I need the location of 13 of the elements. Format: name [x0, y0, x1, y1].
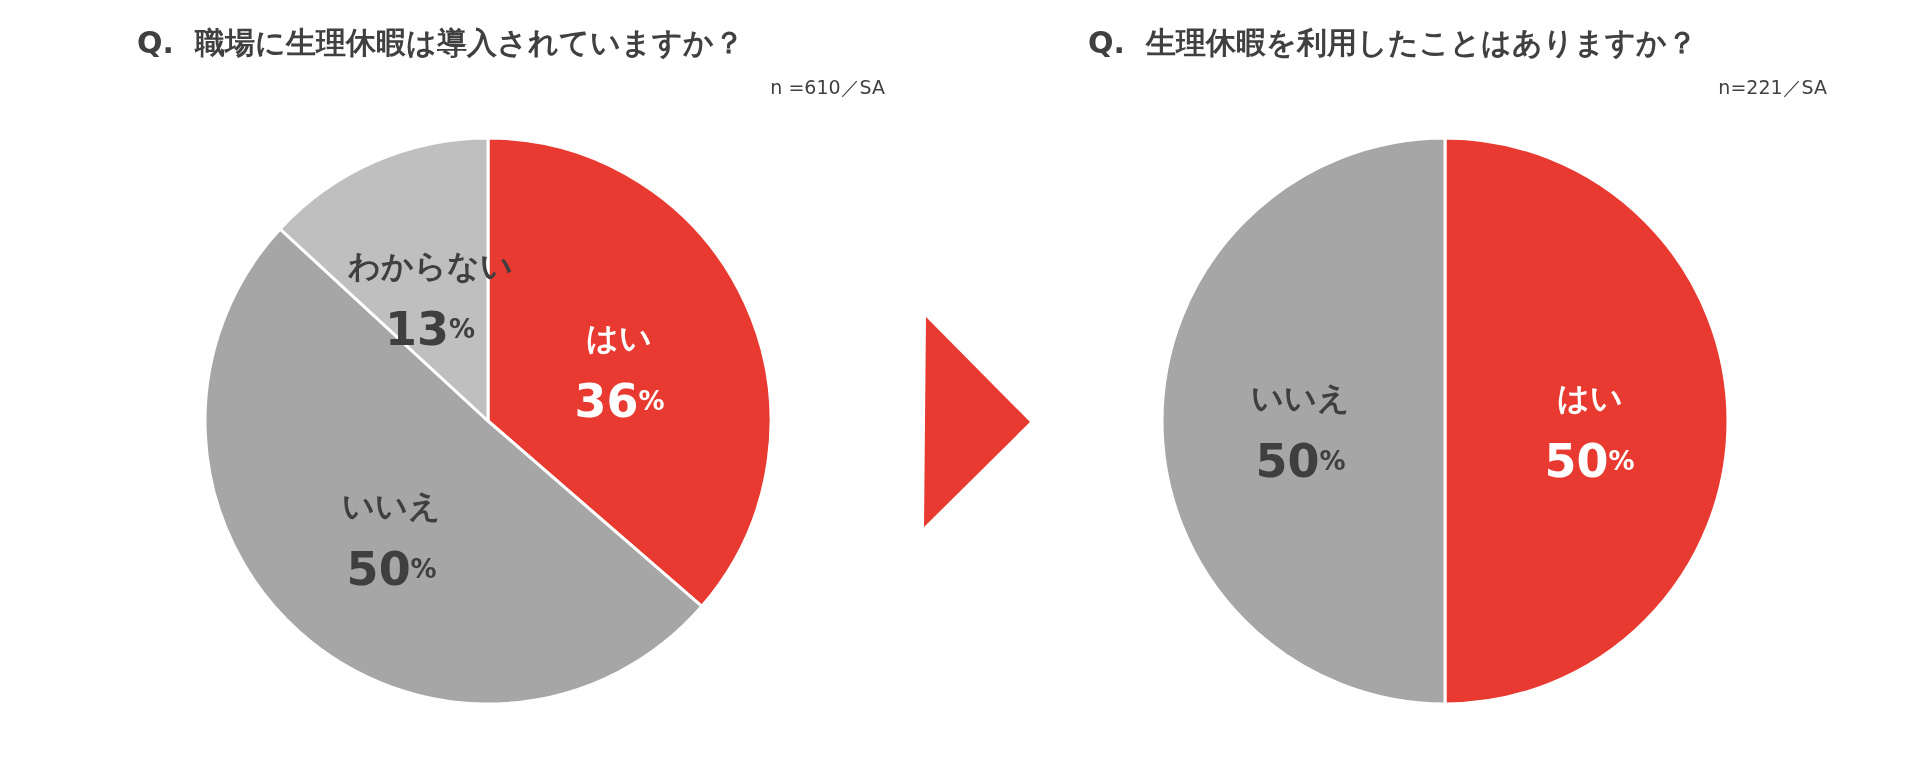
chart-title: Q. 生理休暇を利用したことはありますか？	[1088, 24, 1697, 60]
chart-title: Q. 職場に生理休暇は導入されていますか？	[137, 24, 744, 60]
slice-label: いいえ	[342, 486, 442, 525]
data-label: 50%	[1544, 434, 1635, 488]
data-label: 50%	[1255, 434, 1346, 488]
text: n=221／SA	[1718, 75, 1827, 98]
data-label: 50%	[346, 541, 437, 596]
data-label: 36%	[574, 373, 665, 428]
data-label: 13%	[385, 301, 476, 356]
slice-label: はい	[586, 318, 653, 357]
slice-label: いいえ	[1251, 379, 1350, 417]
slice-label: はい	[1556, 379, 1623, 417]
text: n =610／SA	[770, 75, 886, 98]
